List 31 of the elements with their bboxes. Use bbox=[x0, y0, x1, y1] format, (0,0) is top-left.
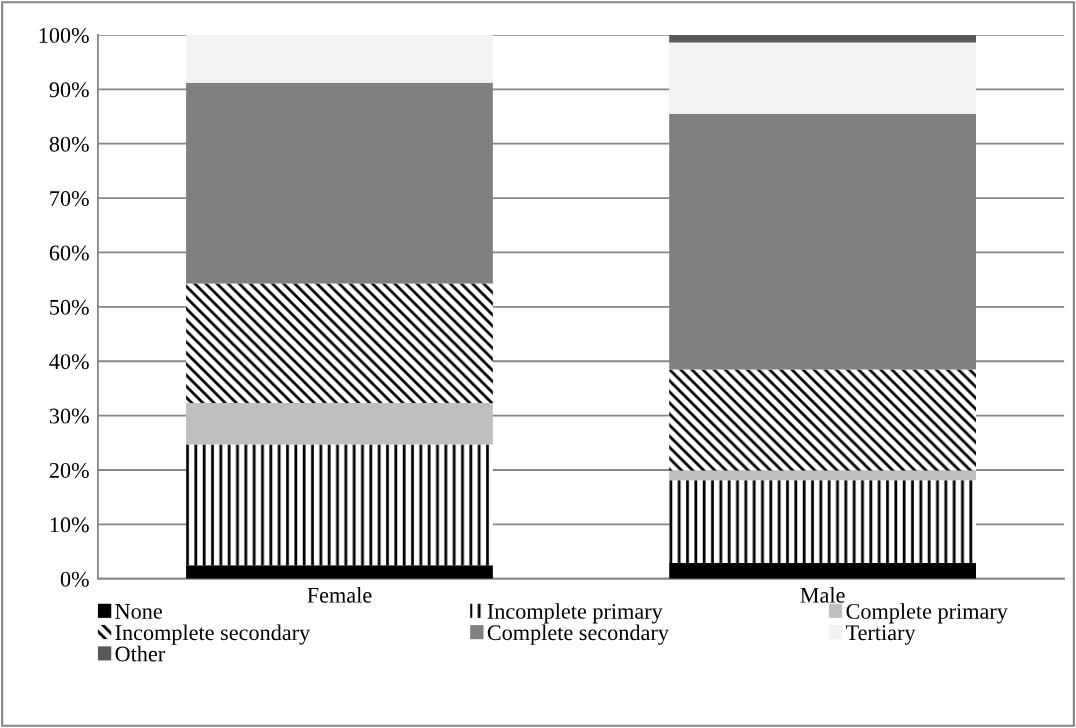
bar bbox=[186, 444, 493, 566]
y-tick-label: 0% bbox=[60, 571, 89, 587]
legend-label: Complete primary bbox=[846, 603, 1008, 624]
bar bbox=[669, 42, 976, 114]
bar bbox=[669, 562, 976, 579]
bar bbox=[669, 34, 976, 43]
bar bbox=[186, 34, 493, 83]
y-tick-label: 10% bbox=[50, 517, 89, 533]
legend-label: None bbox=[115, 604, 162, 619]
y-tick-label: 100% bbox=[39, 27, 89, 43]
y-tick-label: 40% bbox=[49, 354, 89, 370]
x-tick-label: Female bbox=[307, 587, 372, 603]
bar bbox=[669, 470, 976, 481]
y-tick-label: 90% bbox=[49, 82, 89, 98]
legend-label: Incomplete secondary bbox=[115, 624, 311, 645]
bar bbox=[186, 403, 493, 445]
legend-label: Other bbox=[115, 645, 165, 662]
bar bbox=[669, 369, 976, 471]
bar bbox=[669, 480, 976, 563]
y-tick-label: 30% bbox=[49, 408, 89, 424]
y-tick-label: 20% bbox=[49, 462, 89, 478]
legend-label: Tertiary bbox=[845, 625, 916, 645]
legend-label: Incomplete primary bbox=[487, 603, 663, 624]
x-tick-label: Male bbox=[800, 587, 845, 603]
bar bbox=[186, 565, 493, 579]
y-tick-label: 80% bbox=[49, 136, 89, 152]
legend-label: Complete secondary bbox=[487, 624, 669, 645]
bar bbox=[186, 283, 493, 404]
y-tick-label: 70% bbox=[50, 191, 89, 207]
y-tick-label: 50% bbox=[50, 299, 89, 315]
y-tick-label: 60% bbox=[49, 245, 89, 261]
